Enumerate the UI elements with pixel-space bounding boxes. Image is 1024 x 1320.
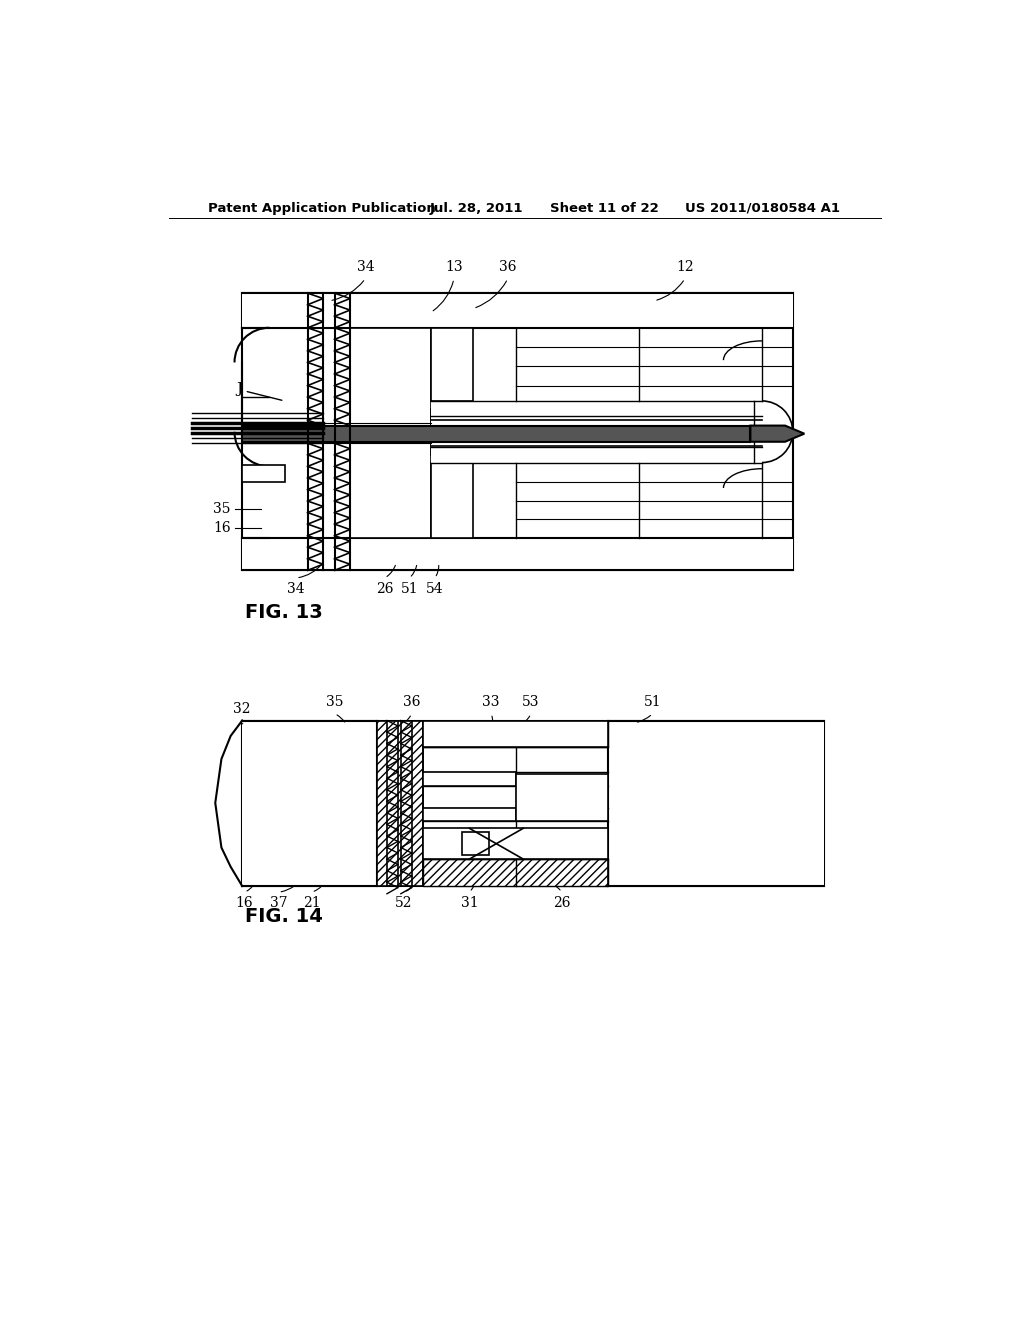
Bar	[423, 829, 608, 859]
Text: 52: 52	[395, 896, 413, 909]
Text: 36: 36	[402, 694, 421, 709]
Bar	[243, 539, 793, 570]
Text: 34: 34	[356, 260, 374, 275]
Bar	[243, 721, 377, 886]
Text: 35: 35	[326, 694, 343, 709]
Bar	[243, 293, 793, 570]
Text: 13: 13	[445, 260, 463, 275]
Text: 16: 16	[236, 896, 253, 909]
Bar	[462, 832, 488, 855]
Text: FIG. 13: FIG. 13	[245, 603, 323, 622]
Text: 51: 51	[644, 694, 662, 709]
Bar	[377, 721, 423, 886]
Bar	[243, 465, 285, 482]
Bar	[431, 462, 473, 539]
Bar	[423, 808, 515, 821]
Text: J: J	[237, 383, 243, 396]
Bar	[431, 409, 473, 455]
Text: 37: 37	[269, 896, 287, 909]
Bar	[350, 327, 431, 539]
Bar	[431, 327, 473, 401]
Text: 54: 54	[426, 582, 443, 595]
Bar	[423, 772, 515, 785]
Text: 31: 31	[461, 896, 478, 909]
Text: 35: 35	[213, 502, 230, 516]
Bar	[423, 859, 608, 886]
Text: 51: 51	[400, 582, 418, 595]
Bar	[515, 775, 608, 821]
Polygon shape	[751, 425, 804, 442]
Bar	[423, 721, 608, 747]
Text: 26: 26	[376, 582, 393, 595]
Bar	[431, 416, 762, 447]
Bar	[243, 293, 793, 327]
Text: 34: 34	[288, 582, 305, 595]
Text: Sheet 11 of 22: Sheet 11 of 22	[550, 202, 659, 215]
Text: 32: 32	[233, 702, 251, 715]
Text: Patent Application Publication: Patent Application Publication	[208, 202, 435, 215]
Bar	[431, 462, 473, 539]
Text: 33: 33	[482, 694, 500, 709]
Text: FIG. 14: FIG. 14	[245, 907, 323, 927]
Bar	[431, 447, 762, 462]
Bar	[608, 721, 823, 886]
Text: US 2011/0180584 A1: US 2011/0180584 A1	[685, 202, 840, 215]
Text: Jul. 28, 2011: Jul. 28, 2011	[429, 202, 523, 215]
Bar	[243, 293, 793, 327]
Text: 12: 12	[676, 260, 694, 275]
Text: 16: 16	[213, 521, 230, 535]
Text: 36: 36	[499, 260, 517, 275]
Bar	[431, 401, 762, 416]
Bar	[243, 539, 793, 570]
Bar	[431, 327, 473, 401]
Text: 53: 53	[522, 694, 540, 709]
Bar	[243, 425, 751, 442]
Text: 21: 21	[303, 896, 321, 909]
Text: 26: 26	[553, 896, 570, 909]
Bar	[423, 721, 608, 747]
Bar	[350, 327, 431, 539]
Bar	[243, 721, 823, 886]
